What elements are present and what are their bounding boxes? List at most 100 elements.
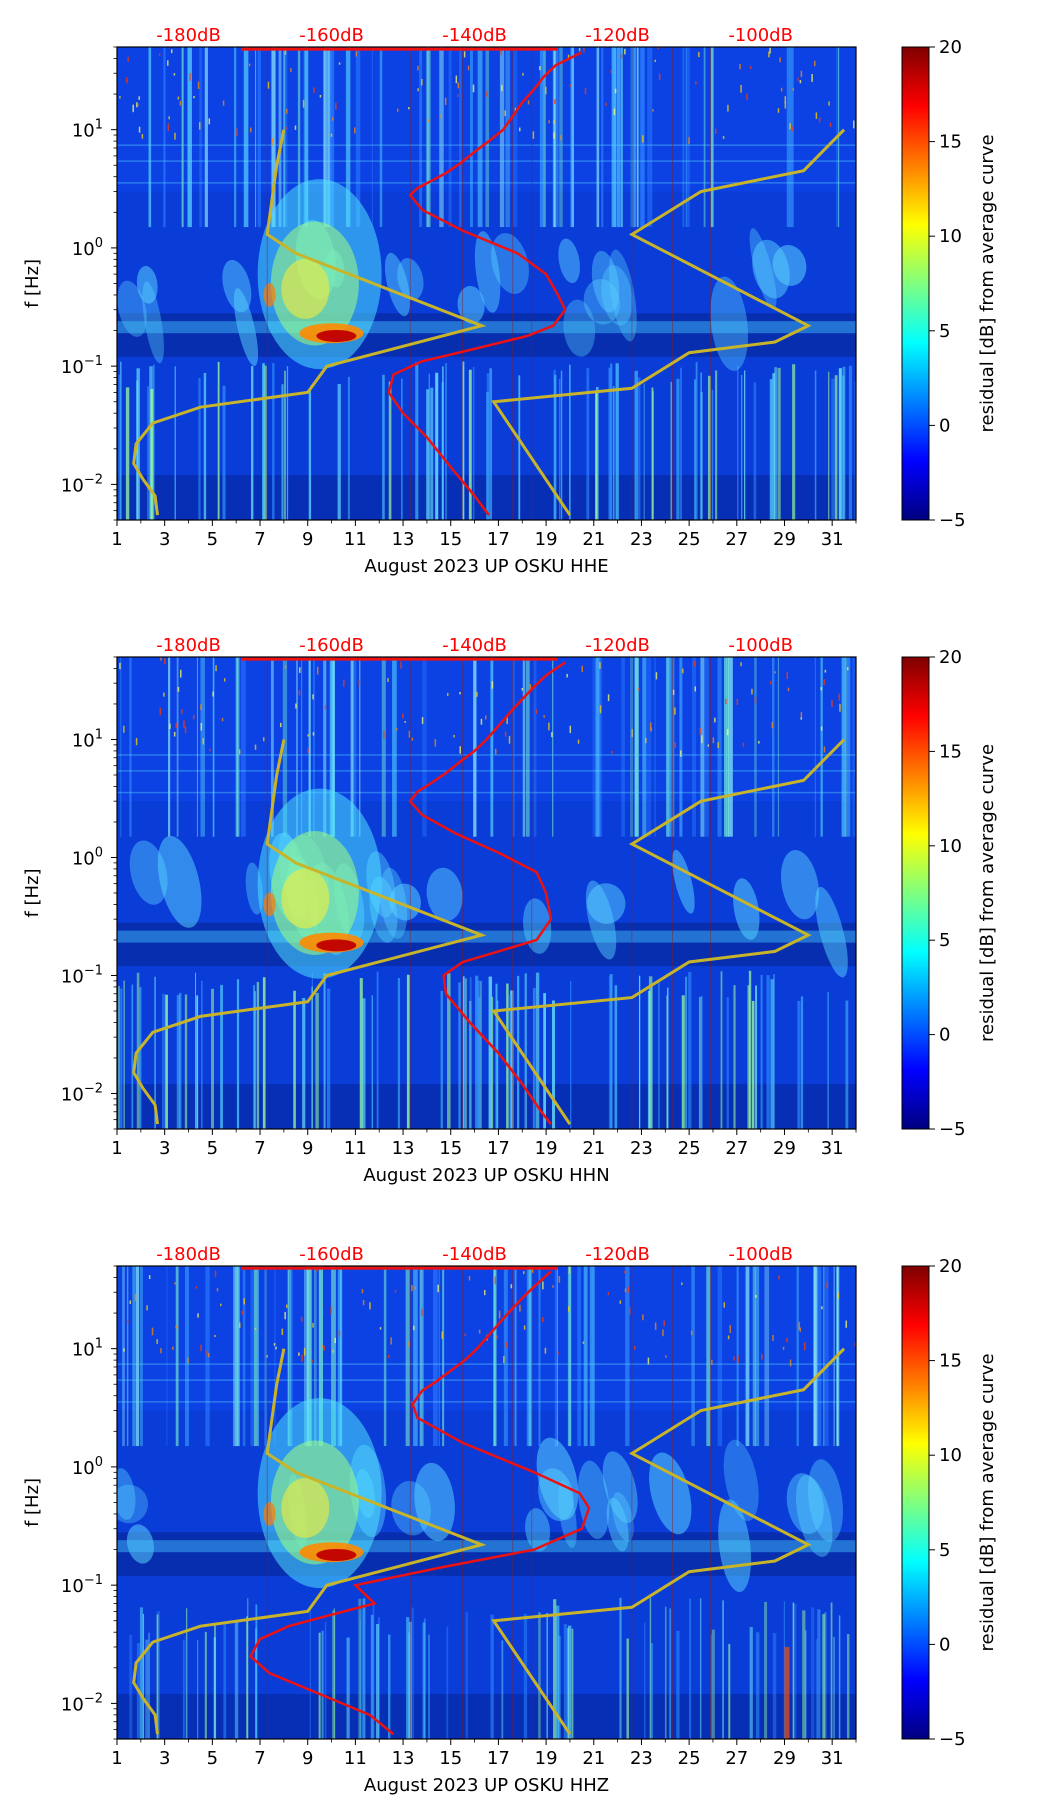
heatmap-speck: [772, 1335, 774, 1341]
heatmap-feature: [126, 1524, 154, 1564]
heatmap-streak: [493, 1266, 497, 1447]
x-tick-label: 21: [582, 529, 605, 550]
heatmap-speck: [503, 1356, 505, 1364]
heatmap-streak: [256, 982, 260, 1129]
heatmap-streak: [508, 994, 512, 1129]
heatmap-speck: [485, 715, 487, 720]
yellow-curve-right: [491, 1347, 846, 1735]
x-tick-label: 23: [630, 1138, 653, 1159]
heatmap-speck: [506, 717, 508, 725]
top-db-label: -180dB: [156, 1244, 221, 1265]
colorbar-tick-label: 15: [939, 741, 962, 762]
heatmap-streak: [330, 657, 335, 837]
heatmap-streak: [147, 386, 151, 520]
heatmap-feature: [780, 850, 820, 920]
heatmap-streak: [156, 1614, 159, 1739]
heatmap-streak: [766, 975, 770, 1129]
heatmap-streak: [704, 657, 709, 837]
heatmap-speck: [300, 1316, 303, 1322]
heatmap-speck: [846, 667, 849, 671]
heatmap-streak: [220, 984, 223, 1129]
top-db-label: -100dB: [728, 25, 793, 46]
heatmap-streak: [710, 47, 714, 228]
heatmap-streak: [162, 993, 165, 1129]
top-db-label: -120dB: [585, 1244, 650, 1265]
y-tick-label: 10−2: [61, 1081, 103, 1105]
x-tick-label: 13: [392, 1138, 415, 1159]
heatmap-speck: [220, 1303, 222, 1307]
heatmap-speck: [248, 63, 251, 67]
colorbar-label: residual [dB] from average curve: [977, 744, 998, 1042]
heatmap-speck: [820, 726, 823, 731]
heatmap-streak: [800, 996, 804, 1129]
heatmap-streak: [854, 381, 856, 520]
heatmap-streak: [468, 369, 472, 520]
heatmap-streak: [184, 994, 188, 1129]
heatmap-feature: [815, 886, 848, 978]
heatmap-streak: [486, 373, 490, 520]
heatmap-speck: [212, 691, 214, 697]
heatmap-speck: [214, 1334, 216, 1337]
heatmap-speck: [271, 138, 273, 146]
heatmap-speck: [539, 66, 541, 71]
heatmap-streak: [397, 977, 401, 1129]
heatmap-speck: [195, 1286, 198, 1289]
heatmap-speck: [169, 723, 171, 729]
heatmap-speck: [693, 660, 696, 667]
heatmap-streak: [733, 985, 736, 1129]
heatmap-streak: [470, 47, 473, 228]
heatmap-streak: [728, 657, 733, 837]
heatmap-streak: [205, 1266, 210, 1447]
heatmap-speck: [548, 722, 550, 731]
heatmap-streak: [211, 988, 214, 1129]
heatmap-speck: [496, 1335, 498, 1340]
colorbar-tick-label: −5: [939, 510, 966, 531]
heatmap-streak: [691, 1266, 695, 1447]
heatmap-streak: [637, 377, 641, 520]
heatmap-streak: [271, 47, 276, 228]
heatmap-streak: [703, 47, 706, 228]
heatmap-speck: [521, 687, 524, 691]
heatmap-streak: [599, 657, 602, 837]
heatmap-speck: [761, 1353, 763, 1360]
heatmap-streak: [751, 1000, 755, 1129]
heatmap-speck: [167, 60, 169, 66]
heatmap-streak: [234, 1622, 239, 1739]
heatmap-speck: [241, 1310, 244, 1315]
heatmap-speck: [519, 1304, 521, 1312]
heatmap-speck: [138, 126, 141, 133]
heatmap-speck: [782, 1346, 785, 1350]
heatmap-streak: [236, 979, 240, 1129]
heatmap-hline: [117, 144, 856, 146]
heatmap-speck: [402, 713, 404, 719]
heatmap-streak: [446, 1626, 449, 1739]
heatmap-streak: [680, 367, 682, 520]
heatmap-speck: [271, 138, 274, 142]
heatmap-streak: [770, 979, 774, 1129]
heatmap-speck: [379, 1327, 382, 1330]
heatmap-speck: [508, 736, 511, 744]
heatmap-streak: [831, 378, 835, 520]
heatmap-speck: [527, 100, 530, 105]
heatmap-streak: [217, 361, 220, 520]
heatmap-streak: [379, 47, 383, 228]
heatmap-speck: [390, 1337, 392, 1345]
heatmap-speck: [179, 100, 182, 106]
heatmap-speck: [746, 93, 748, 100]
heatmap-streak: [485, 47, 490, 228]
x-tick-label: 9: [302, 1748, 313, 1769]
heatmap-streak: [552, 657, 554, 837]
heatmap-streak: [212, 657, 215, 837]
heatmap-streak: [503, 1266, 508, 1447]
heatmap-streak: [262, 977, 266, 1129]
heatmap-speck: [784, 96, 787, 104]
heatmap-streak: [296, 657, 298, 837]
heatmap-streak: [569, 364, 571, 520]
heatmap-speck: [800, 717, 803, 720]
heatmap-streak: [426, 389, 430, 520]
heatmap-hline: [117, 754, 856, 756]
heatmap-speck: [599, 662, 601, 669]
heatmap-speck: [284, 665, 287, 669]
heatmap-streak: [489, 368, 493, 520]
